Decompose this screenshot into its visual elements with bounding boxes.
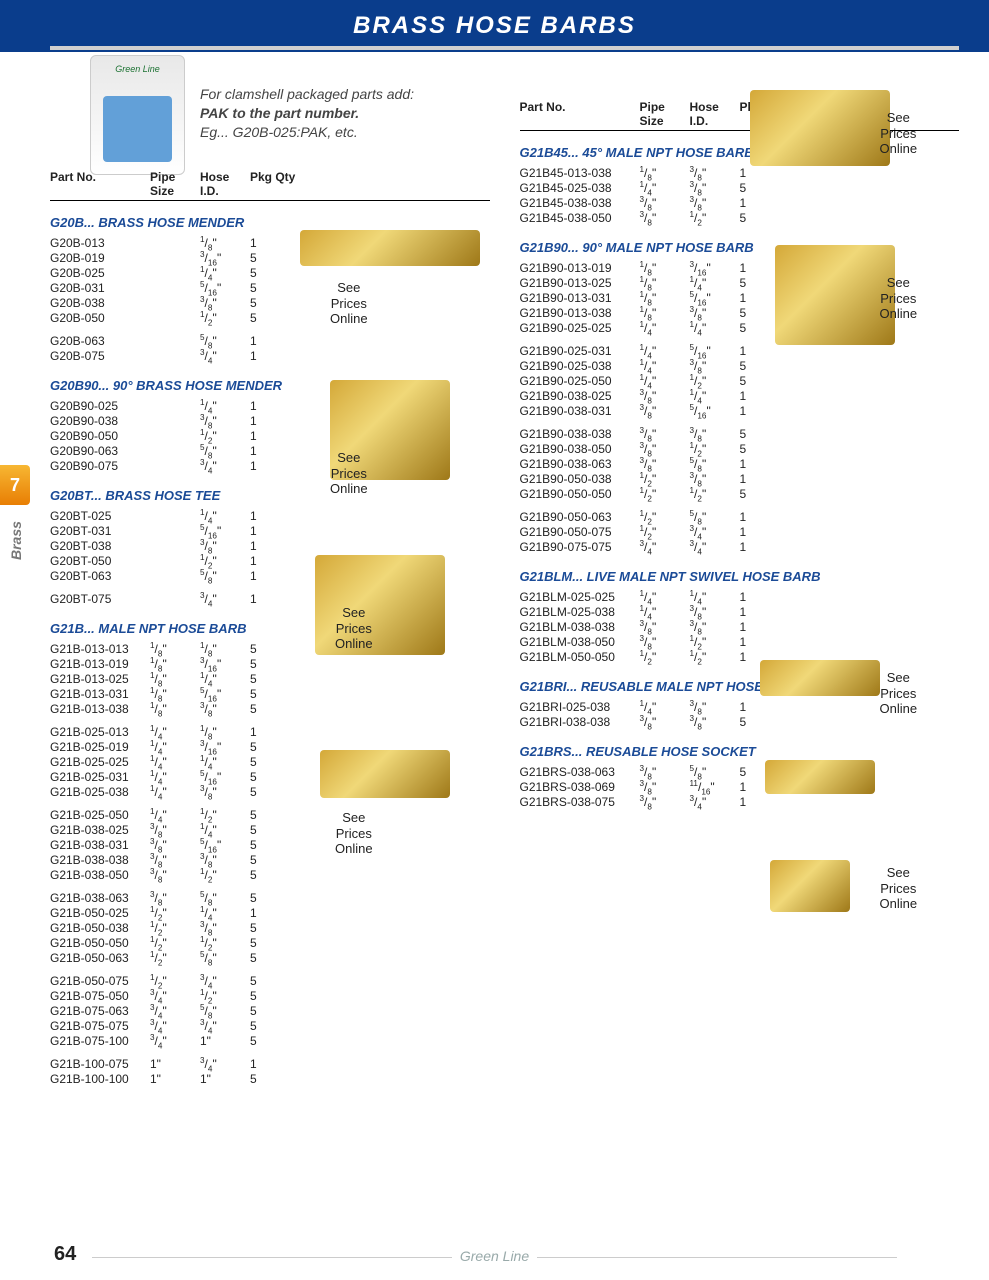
left-column: Part No. PipeSize HoseI.D. Pkg Qty G20B.… bbox=[50, 170, 490, 1087]
note-line1: For clamshell packaged parts add: bbox=[200, 86, 414, 102]
see-prices-link[interactable]: SeePricesOnline bbox=[880, 275, 918, 322]
fitting-image bbox=[770, 860, 850, 912]
table-row: G20B-0635/8"1 bbox=[50, 334, 490, 349]
table-row: G21B-038-0383/8"3/8"5 bbox=[50, 853, 490, 868]
fitting-image bbox=[775, 245, 895, 345]
fitting-image bbox=[760, 660, 880, 696]
hdr-pipe-r: PipeSize bbox=[640, 100, 690, 128]
table-row: G21B-100-1001"1"5 bbox=[50, 1072, 490, 1087]
hdr-qty: Pkg Qty bbox=[250, 170, 310, 198]
clamshell-image bbox=[90, 55, 185, 175]
table-row: G21BRS-038-0633/8"5/8"5 bbox=[520, 765, 960, 780]
table-row: G21BLM-025-0381/4"3/8"1 bbox=[520, 605, 960, 620]
table-row: G21B90-038-0313/8"5/16"1 bbox=[520, 404, 960, 419]
table-row: G21BRI-038-0383/8"3/8"5 bbox=[520, 715, 960, 730]
table-row: G21B90-038-0383/8"3/8"5 bbox=[520, 427, 960, 442]
hdr-pipe: PipeSize bbox=[150, 170, 200, 198]
table-row: G21B90-050-0381/2"3/8"1 bbox=[520, 472, 960, 487]
right-column: Part No. PipeSize HoseI.D. Pkg Qty G21B4… bbox=[520, 100, 960, 1087]
table-row: G21B90-050-0631/2"5/8"1 bbox=[520, 510, 960, 525]
table-row: G21B-038-0313/8"5/16"5 bbox=[50, 838, 490, 853]
table-row: G21B90-025-0311/4"5/16"1 bbox=[520, 344, 960, 359]
table-row: G21B-013-0251/8"1/4"5 bbox=[50, 672, 490, 687]
table-row: G20B-0251/4"5 bbox=[50, 266, 490, 281]
table-row: G21B-050-0251/2"1/4"1 bbox=[50, 906, 490, 921]
fitting-image bbox=[300, 230, 480, 266]
table-row: G21B90-038-0503/8"1/2"5 bbox=[520, 442, 960, 457]
table-row: G21B45-038-0383/8"3/8"1 bbox=[520, 196, 960, 211]
table-row: G20B-0501/2"5 bbox=[50, 311, 490, 326]
see-prices-link[interactable]: SeePricesOnline bbox=[330, 450, 368, 497]
note-line2: PAK to the part number. bbox=[200, 105, 359, 121]
table-row: G21BRS-038-0693/8"11/16"1 bbox=[520, 780, 960, 795]
fitting-image bbox=[765, 760, 875, 794]
see-prices-link[interactable]: SeePricesOnline bbox=[880, 670, 918, 717]
table-row: G20B-0315/16"5 bbox=[50, 281, 490, 296]
content-columns: Part No. PipeSize HoseI.D. Pkg Qty G20B.… bbox=[50, 170, 959, 1087]
see-prices-link[interactable]: SeePricesOnline bbox=[330, 280, 368, 327]
table-row: G21B-038-0503/8"1/2"5 bbox=[50, 868, 490, 883]
table-row: G21B-100-0751"3/4"1 bbox=[50, 1057, 490, 1072]
note-line3: Eg... G20B-025:PAK, etc. bbox=[200, 124, 358, 140]
table-row: G20BT-0315/16"1 bbox=[50, 524, 490, 539]
table-row: G21B90-025-0381/4"3/8"5 bbox=[520, 359, 960, 374]
table-row: G21B90-038-0253/8"1/4"1 bbox=[520, 389, 960, 404]
table-row: G21B-050-0501/2"1/2"5 bbox=[50, 936, 490, 951]
see-prices-link[interactable]: SeePricesOnline bbox=[880, 110, 918, 157]
table-row: G21B-075-0753/4"3/4"5 bbox=[50, 1019, 490, 1034]
section-title: G21BLM... LIVE MALE NPT SWIVEL HOSE BARB bbox=[520, 569, 960, 584]
table-row: G21B90-025-0501/4"1/2"5 bbox=[520, 374, 960, 389]
section-title: G20B... BRASS HOSE MENDER bbox=[50, 215, 490, 230]
see-prices-link[interactable]: SeePricesOnline bbox=[335, 810, 373, 857]
table-row: G20BT-0383/8"1 bbox=[50, 539, 490, 554]
hdr-part-r: Part No. bbox=[520, 100, 640, 128]
table-row: G21BLM-038-0503/8"1/2"1 bbox=[520, 635, 960, 650]
table-row: G21B90-050-0751/2"3/4"1 bbox=[520, 525, 960, 540]
table-row: G20BT-0251/4"1 bbox=[50, 509, 490, 524]
table-row: G21B45-025-0381/4"3/8"5 bbox=[520, 181, 960, 196]
table-row: G21B-013-0191/8"3/16"5 bbox=[50, 657, 490, 672]
hdr-part: Part No. bbox=[50, 170, 150, 198]
table-row: G21B45-038-0503/8"1/2"5 bbox=[520, 211, 960, 226]
table-row: G21B90-075-0753/4"3/4"1 bbox=[520, 540, 960, 555]
table-row: G21BLM-025-0251/4"1/4"1 bbox=[520, 590, 960, 605]
table-row: G21B-013-0311/8"5/16"5 bbox=[50, 687, 490, 702]
table-row: G21B-025-0501/4"1/2"5 bbox=[50, 808, 490, 823]
hdr-hose: HoseI.D. bbox=[200, 170, 250, 198]
table-row: G21BRS-038-0753/8"3/4"1 bbox=[520, 795, 960, 810]
table-row: G20B-0753/4"1 bbox=[50, 349, 490, 364]
side-label: Brass bbox=[8, 521, 24, 560]
header-rule bbox=[50, 46, 959, 50]
section-tab: 7 bbox=[0, 465, 30, 505]
table-row: G21B-038-0253/8"1/4"5 bbox=[50, 823, 490, 838]
table-row: G21B90-050-0501/2"1/2"5 bbox=[520, 487, 960, 502]
see-prices-link[interactable]: SeePricesOnline bbox=[880, 865, 918, 912]
table-row: G21BLM-038-0383/8"3/8"1 bbox=[520, 620, 960, 635]
packaging-note: For clamshell packaged parts add: PAK to… bbox=[200, 85, 414, 142]
table-row: G21B-038-0633/8"5/8"5 bbox=[50, 891, 490, 906]
table-row: G21B-013-0381/8"3/8"5 bbox=[50, 702, 490, 717]
section-title: G21BRS... REUSABLE HOSE SOCKET bbox=[520, 744, 960, 759]
table-row: G21B-075-0503/4"1/2"5 bbox=[50, 989, 490, 1004]
table-row: G20B-0383/8"5 bbox=[50, 296, 490, 311]
see-prices-link[interactable]: SeePricesOnline bbox=[335, 605, 373, 652]
table-row: G21B-050-0631/2"5/8"5 bbox=[50, 951, 490, 966]
footer-brand: Green Line bbox=[0, 1248, 989, 1264]
section-title: G20BT... BRASS HOSE TEE bbox=[50, 488, 490, 503]
table-row: G21B90-038-0633/8"5/8"1 bbox=[520, 457, 960, 472]
table-row: G21B-075-0633/4"5/8"5 bbox=[50, 1004, 490, 1019]
table-row: G21B-075-1003/4"1"5 bbox=[50, 1034, 490, 1049]
page-title: BRASS HOSE BARBS bbox=[0, 0, 989, 52]
table-row: G21BLM-050-0501/2"1/2"1 bbox=[520, 650, 960, 665]
fitting-image bbox=[320, 750, 450, 798]
fitting-image bbox=[750, 90, 890, 166]
left-column-header: Part No. PipeSize HoseI.D. Pkg Qty bbox=[50, 170, 490, 201]
table-row: G21B-025-0131/4"1/8"1 bbox=[50, 725, 490, 740]
table-row: G21B-050-0381/2"3/8"5 bbox=[50, 921, 490, 936]
hdr-hose-r: HoseI.D. bbox=[690, 100, 740, 128]
table-row: G21B-050-0751/2"3/4"5 bbox=[50, 974, 490, 989]
table-row: G21B45-013-0381/8"3/8"1 bbox=[520, 166, 960, 181]
